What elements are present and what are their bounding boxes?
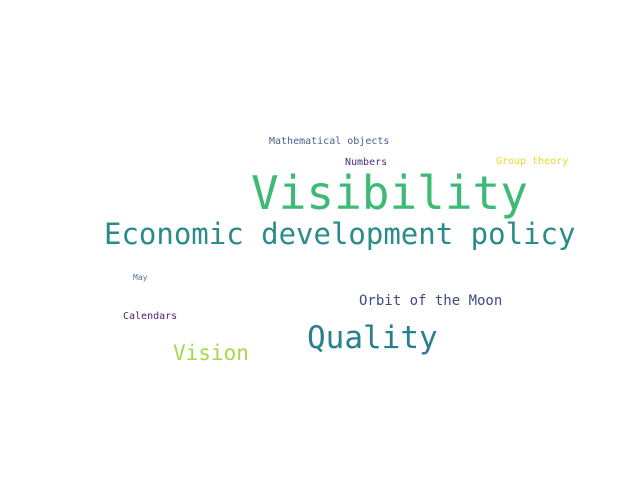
- word-vision: Vision: [173, 341, 249, 365]
- word-may: May: [133, 273, 148, 282]
- word-economic-development-policy: Economic development policy: [104, 217, 576, 251]
- word-mathematical-objects: Mathematical objects: [269, 136, 390, 147]
- word-visibility: Visibility: [251, 166, 528, 220]
- word-calendars: Calendars: [123, 311, 178, 322]
- word-numbers: Numbers: [345, 157, 388, 168]
- word-group-theory: Group theory: [496, 156, 569, 167]
- word-orbit-of-the-moon: Orbit of the Moon: [359, 293, 503, 309]
- word-quality: Quality: [307, 320, 438, 356]
